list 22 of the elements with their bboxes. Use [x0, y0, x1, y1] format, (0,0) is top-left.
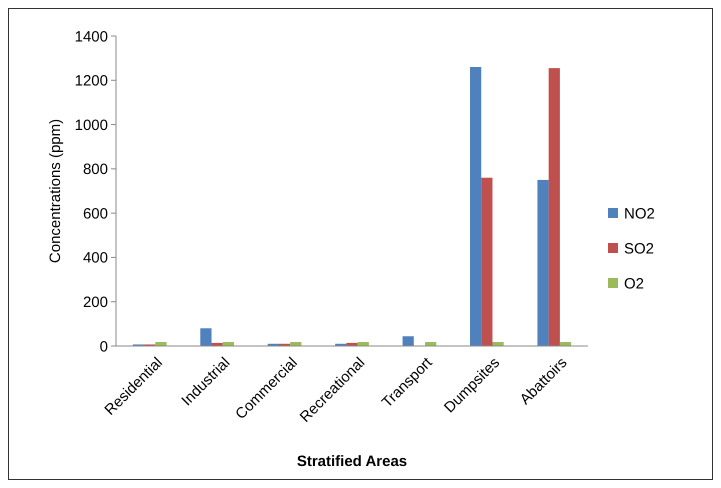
y-tick-label: 600: [82, 205, 108, 222]
bar: [290, 342, 302, 346]
y-tick-label: 1000: [74, 116, 108, 134]
legend-label: SO2: [624, 240, 654, 258]
bar: [425, 342, 436, 346]
legend-label: O2: [624, 275, 644, 292]
y-tick-label: 0: [100, 338, 108, 356]
y-tick-label: 1400: [74, 28, 108, 46]
y-tick-label: 800: [82, 161, 108, 178]
bar: [537, 180, 549, 346]
y-tick-label: 200: [82, 294, 108, 311]
y-tick-label: 400: [82, 250, 108, 267]
bar: [358, 342, 369, 346]
bar: [402, 336, 414, 346]
legend-label: NO2: [624, 205, 655, 222]
x-axis-title: Stratified Areas: [296, 453, 408, 470]
bar: [548, 68, 560, 346]
y-axis-title: Concentrations (ppm): [47, 118, 64, 264]
y-tick-label: 1200: [74, 72, 108, 90]
bar: [470, 67, 482, 346]
bar: [481, 178, 492, 346]
bar: [200, 328, 212, 346]
